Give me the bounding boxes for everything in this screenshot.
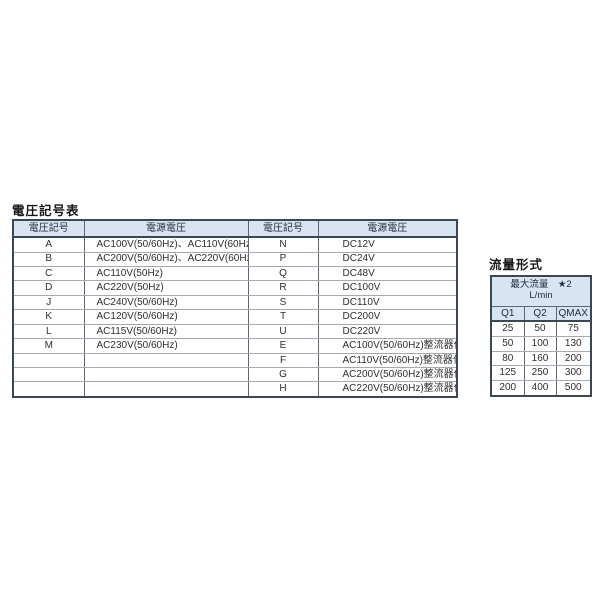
symbol-cell [12,352,85,369]
voltage-row-7: L AC115V(50/60Hz) U DC220V [12,323,458,340]
max-flow-label: 最大流量 ★2 [510,279,572,291]
voltage-cell: AC115V(50/60Hz) [83,323,249,340]
flow-row-2: 50 100 130 [490,335,592,352]
flow-value-cell: 130 [555,335,592,352]
flow-row-3: 80 160 200 [490,350,592,367]
flow-value-cell: 300 [555,365,592,382]
voltage-cell: DC200V [317,309,458,325]
flow-value-cell: 200 [490,380,525,397]
symbol-cell: G [247,367,319,383]
symbol-cell: D [12,280,85,296]
header-q1: Q1 [490,305,525,322]
voltage-cell: AC240V(50/60Hz) [83,294,249,311]
symbol-cell: F [247,352,319,369]
symbol-cell: P [247,251,319,267]
symbol-cell: L [12,323,85,340]
voltage-symbol-table: 電圧記号 電源電圧 電圧記号 電源電圧 A AC100V(50/60Hz)、AC… [12,219,458,398]
voltage-row-1: A AC100V(50/60Hz)、AC110V(60Hz) N DC12V [12,236,458,253]
flow-rate-table: 最大流量 ★2 L/min Q1 Q2 QMAX 25 50 75 50 100… [490,275,593,397]
voltage-cell: AC220V(50Hz) [83,280,249,296]
voltage-cell [83,352,249,369]
flow-value-cell: 160 [523,350,557,367]
voltage-row-10: G AC200V(50/60Hz)整流器付 [12,367,458,383]
voltage-cell: AC200V(50/60Hz)整流器付 [317,367,458,383]
symbol-cell: U [247,323,319,340]
symbol-cell: Q [247,265,319,282]
voltage-row-11: H AC220V(50/60Hz)整流器付 [12,381,458,398]
flow-row-5: 200 400 500 [490,380,592,397]
voltage-cell [83,367,249,383]
voltage-cell: AC200V(50/60Hz)、AC220V(60Hz) [83,251,249,267]
symbol-cell: A [12,236,85,253]
header-voltage-left: 電源電圧 [83,219,249,238]
voltage-cell: AC230V(50/60Hz) [83,338,249,354]
symbol-cell: R [247,280,319,296]
symbol-cell: E [247,338,319,354]
symbol-cell: B [12,251,85,267]
flow-value-cell: 25 [490,320,525,337]
voltage-row-3: C AC110V(50Hz) Q DC48V [12,265,458,282]
flow-unit-label: L/min [529,290,553,302]
header-qmax: QMAX [555,305,592,322]
symbol-cell: S [247,294,319,311]
voltage-cell [83,381,249,398]
symbol-cell [12,367,85,383]
voltage-row-4: D AC220V(50Hz) R DC100V [12,280,458,296]
voltage-cell: DC48V [317,265,458,282]
symbol-cell: K [12,309,85,325]
voltage-cell: AC220V(50/60Hz)整流器付 [317,381,458,398]
flow-row-4: 125 250 300 [490,365,592,382]
header-max-flow: 最大流量 ★2 L/min [490,275,592,307]
symbol-cell: H [247,381,319,398]
voltage-row-5: J AC240V(50/60Hz) S DC110V [12,294,458,311]
voltage-cell: AC100V(50/60Hz)整流器付 [317,338,458,354]
voltage-cell: AC120V(50/60Hz) [83,309,249,325]
voltage-cell: AC100V(50/60Hz)、AC110V(60Hz) [83,236,249,253]
header-q2: Q2 [523,305,557,322]
voltage-cell: DC100V [317,280,458,296]
flow-table-column-header-row: Q1 Q2 QMAX [490,305,592,322]
symbol-cell: C [12,265,85,282]
flow-table-title: 流量形式 [489,258,544,272]
flow-value-cell: 400 [523,380,557,397]
flow-value-cell: 80 [490,350,525,367]
voltage-cell: AC110V(50/60Hz)整流器付 [317,352,458,369]
voltage-cell: DC220V [317,323,458,340]
symbol-cell: J [12,294,85,311]
voltage-cell: DC12V [317,236,458,253]
header-symbol-right: 電圧記号 [247,219,319,238]
header-voltage-right: 電源電圧 [317,219,458,238]
symbol-cell: M [12,338,85,354]
flow-table-merged-header-row: 最大流量 ★2 L/min [490,275,592,307]
voltage-row-2: B AC200V(50/60Hz)、AC220V(60Hz) P DC24V [12,251,458,267]
voltage-row-9: F AC110V(50/60Hz)整流器付 [12,352,458,369]
flow-value-cell: 50 [490,335,525,352]
voltage-row-6: K AC120V(50/60Hz) T DC200V [12,309,458,325]
flow-value-cell: 200 [555,350,592,367]
voltage-cell: DC110V [317,294,458,311]
voltage-cell: DC24V [317,251,458,267]
flow-value-cell: 50 [523,320,557,337]
symbol-cell: N [247,236,319,253]
symbol-cell [12,381,85,398]
voltage-table-header-row: 電圧記号 電源電圧 電圧記号 電源電圧 [12,219,458,238]
flow-value-cell: 75 [555,320,592,337]
flow-value-cell: 250 [523,365,557,382]
flow-value-cell: 100 [523,335,557,352]
voltage-cell: AC110V(50Hz) [83,265,249,282]
flow-value-cell: 500 [555,380,592,397]
symbol-cell: T [247,309,319,325]
flow-value-cell: 125 [490,365,525,382]
header-symbol-left: 電圧記号 [12,219,85,238]
flow-row-1: 25 50 75 [490,320,592,337]
voltage-table-title: 電圧記号表 [12,204,80,218]
voltage-row-8: M AC230V(50/60Hz) E AC100V(50/60Hz)整流器付 [12,338,458,354]
